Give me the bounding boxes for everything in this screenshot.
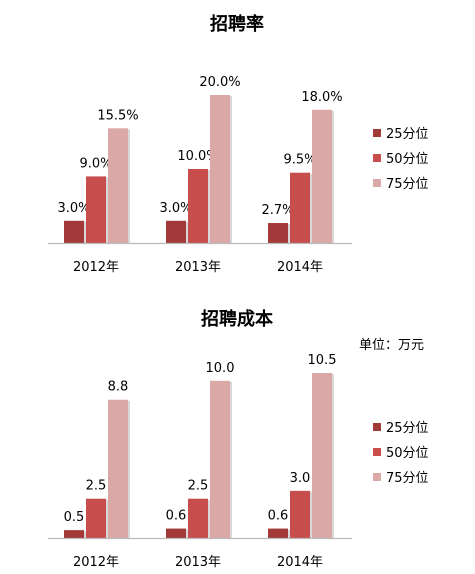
bar-25分位-2013年 bbox=[166, 220, 186, 243]
data-label: 0.6 bbox=[268, 509, 289, 524]
legend-label: 25分位 bbox=[386, 127, 429, 142]
bar-75分位-2014年 bbox=[312, 373, 332, 538]
bar-75分位-2012年 bbox=[108, 128, 128, 243]
legend-label: 75分位 bbox=[386, 471, 429, 486]
bar-25分位-2013年 bbox=[166, 528, 186, 538]
data-label: 3.0 bbox=[290, 471, 311, 486]
x-tick-label: 2014年 bbox=[277, 260, 323, 275]
bar-25分位-2014年 bbox=[268, 528, 288, 538]
legend-label: 25分位 bbox=[386, 421, 429, 436]
data-label: 2.5 bbox=[188, 479, 209, 494]
data-label: 20.0% bbox=[199, 75, 240, 90]
data-label: 0.6 bbox=[166, 509, 187, 524]
bar-50分位-2014年 bbox=[290, 172, 310, 243]
legend-label: 75分位 bbox=[386, 177, 429, 192]
bar-50分位-2013年 bbox=[188, 498, 208, 538]
bar-50分位-2012年 bbox=[86, 498, 106, 538]
bar-50分位-2013年 bbox=[188, 169, 208, 243]
bar-75分位-2013年 bbox=[210, 380, 230, 538]
x-tick-label: 2013年 bbox=[175, 260, 221, 275]
legend-swatch bbox=[373, 154, 381, 162]
bar-75分位-2012年 bbox=[108, 399, 128, 538]
bar-25分位-2012年 bbox=[64, 220, 84, 243]
chart-title: 招聘率 bbox=[210, 13, 264, 35]
data-label: 18.0% bbox=[301, 90, 342, 105]
bar-50分位-2012年 bbox=[86, 176, 106, 243]
legend-label: 50分位 bbox=[386, 152, 429, 167]
data-label: 2.7% bbox=[261, 203, 294, 218]
data-label: 9.0% bbox=[79, 156, 112, 171]
data-label: 10.5 bbox=[308, 353, 337, 368]
data-label: 3.0% bbox=[57, 201, 90, 216]
data-label: 0.5 bbox=[64, 510, 85, 525]
legend-swatch bbox=[373, 423, 381, 431]
legend-swatch bbox=[373, 129, 381, 137]
x-tick-label: 2012年 bbox=[73, 555, 119, 570]
data-label: 9.5% bbox=[283, 153, 316, 168]
bar-50分位-2014年 bbox=[290, 490, 310, 538]
unit-label: 单位：万元 bbox=[359, 338, 424, 353]
bar-75分位-2014年 bbox=[312, 109, 332, 243]
bar-25分位-2012年 bbox=[64, 530, 84, 538]
x-tick-label: 2014年 bbox=[277, 555, 323, 570]
x-tick-label: 2012年 bbox=[73, 260, 119, 275]
legend-swatch bbox=[373, 179, 381, 187]
data-label: 10.0% bbox=[177, 149, 218, 164]
bar-25分位-2014年 bbox=[268, 223, 288, 243]
data-label: 8.8 bbox=[108, 380, 129, 395]
data-label: 2.5 bbox=[86, 479, 107, 494]
data-label: 15.5% bbox=[97, 108, 138, 123]
bar-75分位-2013年 bbox=[210, 95, 230, 243]
legend-swatch bbox=[373, 448, 381, 456]
x-tick-label: 2013年 bbox=[175, 555, 221, 570]
data-label: 3.0% bbox=[159, 201, 192, 216]
legend-label: 50分位 bbox=[386, 446, 429, 461]
data-label: 10.0 bbox=[206, 361, 235, 376]
chart-title: 招聘成本 bbox=[201, 308, 273, 330]
legend-swatch bbox=[373, 473, 381, 481]
